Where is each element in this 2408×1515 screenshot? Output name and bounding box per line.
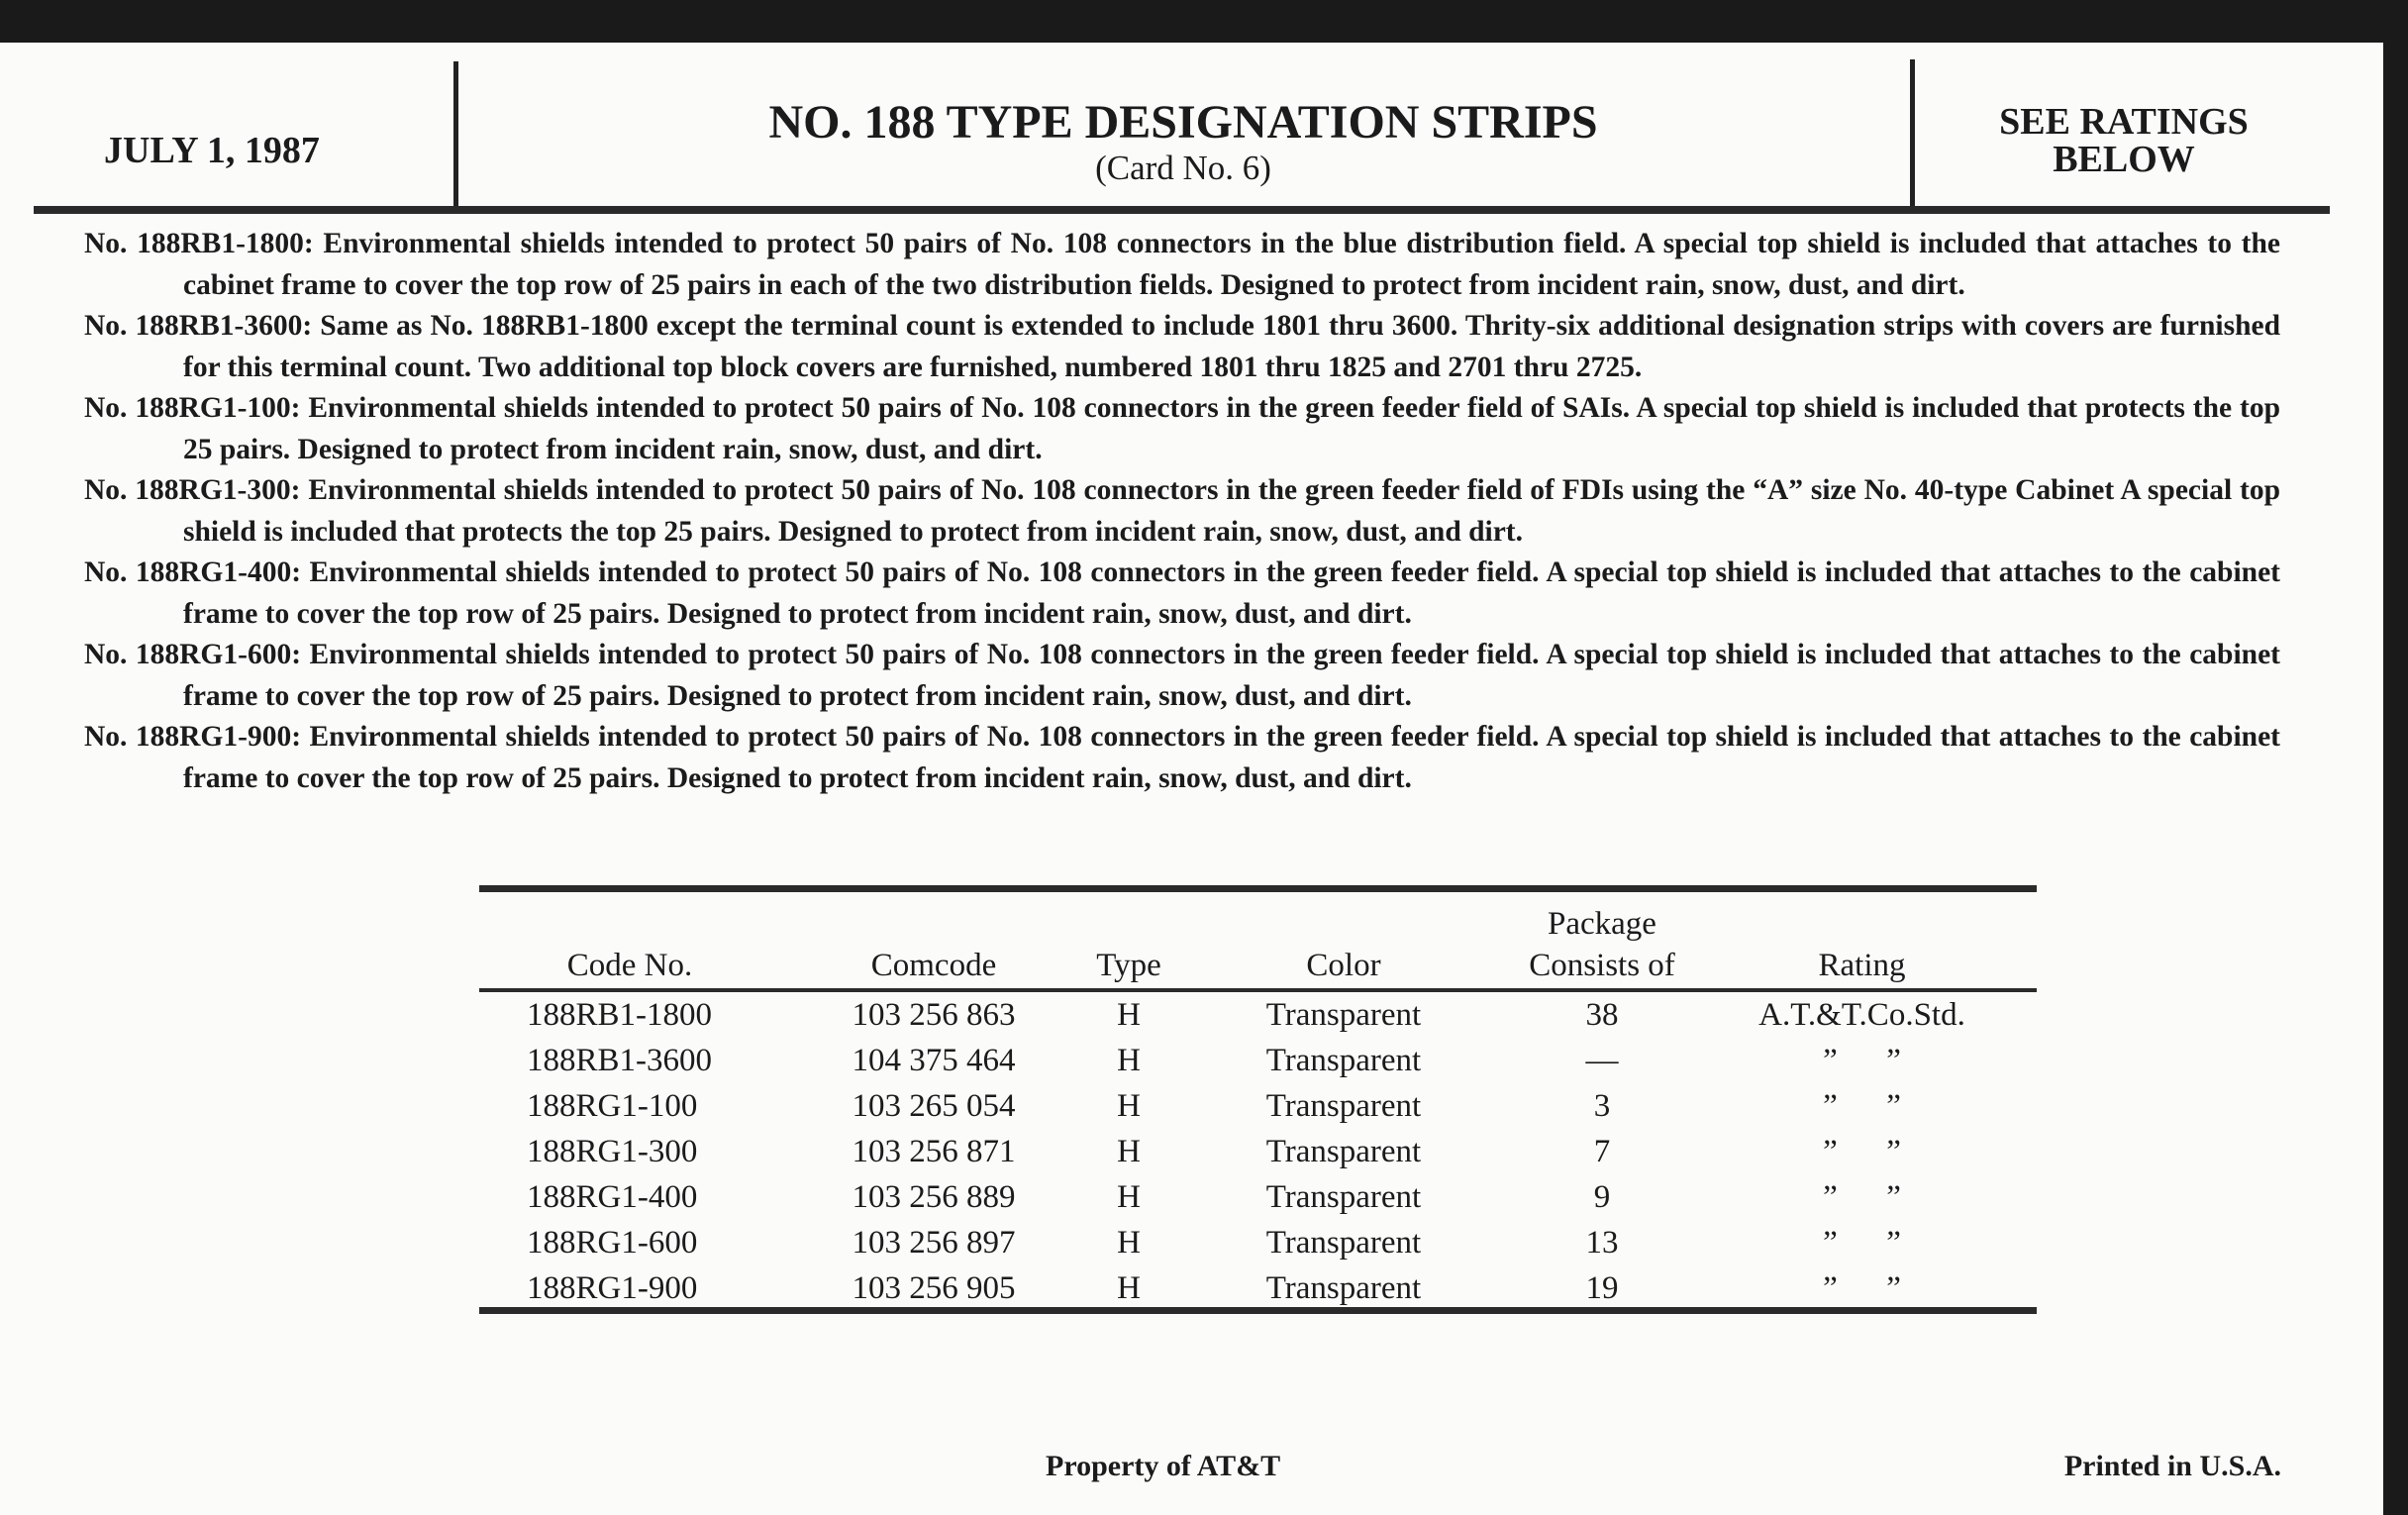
footer-property: Property of AT&T: [1046, 1450, 1281, 1482]
cell-color: Transparent: [1265, 1088, 1422, 1124]
cell-package: 3: [1593, 1088, 1611, 1124]
cell-code: 188RB1-1800: [527, 997, 713, 1033]
cell-code: 188RG1-100: [527, 1088, 698, 1124]
header-rating: Rating: [1818, 948, 1906, 983]
cell-type: H: [1117, 1134, 1141, 1169]
table-row: 188RB1-3600 104 375 464 H Transparent — ” ”: [479, 1038, 2037, 1083]
cell-code: 188RG1-300: [527, 1134, 698, 1169]
table-header-row: Code No. Comcode Type Color Package Cons…: [479, 903, 2037, 986]
cell-rating: ” ”: [1823, 1134, 1901, 1169]
table-row: 188RG1-600 103 256 897 H Transparent 13 ” ”: [479, 1220, 2037, 1265]
ratings-note: SEE RATINGS BELOW: [1926, 103, 2322, 178]
cell-color: Transparent: [1265, 997, 1422, 1033]
cell-package: 38: [1585, 997, 1619, 1033]
cell-comcode: 103 256 871: [852, 1134, 1016, 1169]
cell-rating: ” ”: [1823, 1179, 1901, 1215]
ratings-line-1: SEE RATINGS: [1999, 101, 2249, 143]
document-card: [0, 43, 2383, 1515]
description-paragraph: No. 188RG1-400: Environmental shields in…: [84, 556, 2280, 630]
table-header-rule: [479, 988, 2037, 992]
cell-rating: ” ”: [1823, 1043, 1901, 1078]
description-paragraph: No. 188RG1-600: Environmental shields in…: [84, 639, 2280, 712]
cell-type: H: [1117, 1179, 1141, 1215]
header-color: Color: [1306, 948, 1381, 983]
cell-comcode: 104 375 464: [852, 1043, 1016, 1078]
cell-package: 13: [1585, 1225, 1619, 1261]
description-paragraph: No. 188RG1-100: Environmental shields in…: [84, 392, 2280, 465]
table-row: 188RG1-300 103 256 871 H Transparent 7 ” ”: [479, 1129, 2037, 1174]
cell-rating: ” ”: [1823, 1088, 1901, 1124]
cell-package: 9: [1593, 1179, 1611, 1215]
cell-package: 7: [1593, 1134, 1611, 1169]
table-row: 188RG1-100 103 265 054 H Transparent 3 ” ”: [479, 1083, 2037, 1129]
cell-type: H: [1117, 997, 1141, 1033]
description-paragraph: No. 188RG1-900: Environmental shields in…: [84, 721, 2280, 794]
cell-type: H: [1117, 1270, 1141, 1306]
cell-color: Transparent: [1265, 1134, 1422, 1169]
cell-color: Transparent: [1265, 1179, 1422, 1215]
header-package-line-1: Package: [1548, 906, 1656, 942]
cell-type: H: [1117, 1088, 1141, 1124]
cell-comcode: 103 265 054: [852, 1088, 1016, 1124]
table-row: 188RB1-1800 103 256 863 H Transparent 38 A.T.…: [479, 992, 2037, 1038]
cell-rating: A.T.&T.Co.Std.: [1758, 997, 1965, 1033]
descriptions: No. 188RB1-1800: Environmental shields i…: [84, 224, 2280, 799]
cell-code: 188RB1-3600: [527, 1043, 713, 1078]
footer-printed: Printed in U.S.A.: [2063, 1450, 2281, 1482]
ratings-line-2: BELOW: [2053, 139, 2195, 180]
cell-rating: ” ”: [1823, 1270, 1901, 1306]
table-bottom-rule: [479, 1307, 2037, 1314]
description-paragraph: No. 188RB1-1800: Environmental shields i…: [84, 228, 2280, 301]
cell-color: Transparent: [1265, 1270, 1422, 1306]
cell-comcode: 103 256 905: [852, 1270, 1016, 1306]
header-rule: [34, 206, 2330, 214]
table-row: 188RG1-900 103 256 905 H Transparent 19 ” ”: [479, 1265, 2037, 1311]
cell-code: 188RG1-400: [527, 1179, 698, 1215]
description-paragraph: No. 188RB1-3600: Same as No. 188RB1-1800…: [84, 310, 2280, 383]
cell-package: —: [1585, 1043, 1619, 1078]
cell-code: 188RG1-600: [527, 1225, 698, 1261]
header-package-line-2: Consists of: [1529, 948, 1675, 983]
header-divider: [1910, 59, 1915, 210]
cell-color: Transparent: [1265, 1043, 1422, 1078]
page-subtitle: (Card No. 6): [1095, 149, 1271, 187]
cell-code: 188RG1-900: [527, 1270, 698, 1306]
cell-package: 19: [1585, 1270, 1619, 1306]
header-comcode: Comcode: [870, 948, 997, 983]
header-code: Code No.: [566, 948, 693, 983]
header-package: Package Consists of: [1517, 903, 1687, 986]
cell-rating: ” ”: [1823, 1225, 1901, 1261]
cell-color: Transparent: [1265, 1225, 1422, 1261]
cell-type: H: [1117, 1043, 1141, 1078]
cell-comcode: 103 256 863: [852, 997, 1016, 1033]
table-top-rule: [479, 885, 2037, 892]
header-type: Type: [1096, 948, 1161, 983]
header-date: JULY 1, 1987: [104, 130, 320, 171]
cell-comcode: 103 256 897: [852, 1225, 1016, 1261]
header-divider: [453, 61, 458, 210]
cell-comcode: 103 256 889: [852, 1179, 1016, 1215]
description-paragraph: No. 188RG1-300: Environmental shields in…: [84, 474, 2280, 548]
page-title: NO. 188 TYPE DESIGNATION STRIPS: [768, 96, 1598, 149]
cell-type: H: [1117, 1225, 1141, 1261]
table-row: 188RG1-400 103 256 889 H Transparent 9 ” ”: [479, 1174, 2037, 1220]
